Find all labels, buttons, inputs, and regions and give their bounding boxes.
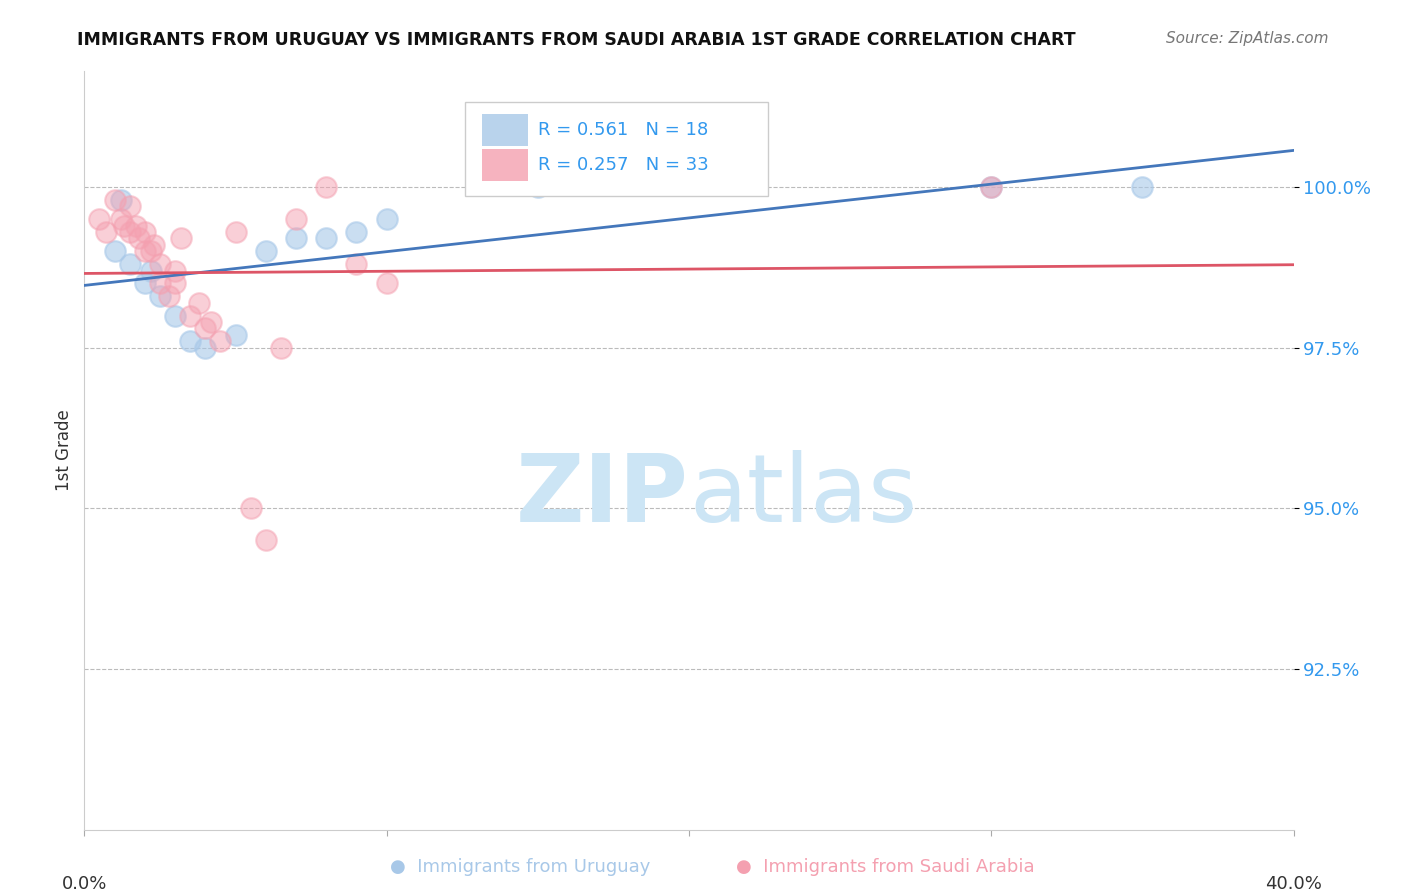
Text: IMMIGRANTS FROM URUGUAY VS IMMIGRANTS FROM SAUDI ARABIA 1ST GRADE CORRELATION CH: IMMIGRANTS FROM URUGUAY VS IMMIGRANTS FR… bbox=[77, 31, 1076, 49]
Point bbox=[149, 289, 172, 303]
Point bbox=[165, 277, 187, 291]
Point bbox=[194, 321, 217, 335]
Point bbox=[188, 295, 211, 310]
Point bbox=[375, 212, 398, 227]
Point bbox=[527, 180, 550, 194]
Point bbox=[194, 341, 217, 355]
Text: 40.0%: 40.0% bbox=[1265, 874, 1322, 892]
Point bbox=[139, 244, 162, 259]
Text: 0.0%: 0.0% bbox=[62, 874, 107, 892]
Point bbox=[128, 231, 150, 245]
Point bbox=[285, 212, 308, 227]
Point bbox=[142, 237, 165, 252]
FancyBboxPatch shape bbox=[482, 150, 529, 181]
Point bbox=[346, 225, 368, 239]
Point bbox=[165, 263, 187, 277]
Point bbox=[225, 327, 247, 342]
Point bbox=[170, 231, 193, 245]
Point bbox=[134, 225, 156, 239]
Text: atlas: atlas bbox=[689, 450, 917, 542]
Point bbox=[980, 180, 1002, 194]
Point bbox=[110, 193, 132, 207]
FancyBboxPatch shape bbox=[465, 102, 768, 196]
Point bbox=[346, 257, 368, 271]
Point bbox=[94, 225, 117, 239]
Point bbox=[315, 180, 337, 194]
Point bbox=[112, 219, 135, 233]
Point bbox=[134, 277, 156, 291]
Point bbox=[315, 231, 337, 245]
Point bbox=[89, 212, 111, 227]
Text: ●  Immigrants from Saudi Arabia: ● Immigrants from Saudi Arabia bbox=[737, 858, 1035, 876]
Text: ●  Immigrants from Uruguay: ● Immigrants from Uruguay bbox=[389, 858, 651, 876]
Text: R = 0.561   N = 18: R = 0.561 N = 18 bbox=[538, 120, 709, 139]
Point bbox=[157, 289, 180, 303]
Point bbox=[104, 193, 127, 207]
Point bbox=[179, 334, 201, 349]
Point bbox=[149, 257, 172, 271]
Point bbox=[134, 244, 156, 259]
Point bbox=[285, 231, 308, 245]
Y-axis label: 1st Grade: 1st Grade bbox=[55, 409, 73, 491]
Point bbox=[239, 501, 262, 516]
Point bbox=[225, 225, 247, 239]
Point bbox=[110, 212, 132, 227]
Text: Source: ZipAtlas.com: Source: ZipAtlas.com bbox=[1166, 31, 1329, 46]
Point bbox=[270, 341, 292, 355]
Point bbox=[254, 533, 277, 548]
FancyBboxPatch shape bbox=[482, 114, 529, 145]
Point bbox=[139, 263, 162, 277]
Text: ZIP: ZIP bbox=[516, 450, 689, 542]
Point bbox=[1132, 180, 1154, 194]
Point bbox=[375, 277, 398, 291]
Point bbox=[209, 334, 232, 349]
Text: R = 0.257   N = 33: R = 0.257 N = 33 bbox=[538, 156, 709, 174]
Point bbox=[179, 309, 201, 323]
Point bbox=[118, 257, 141, 271]
Point bbox=[149, 277, 172, 291]
Point bbox=[980, 180, 1002, 194]
Point bbox=[200, 315, 222, 329]
Point bbox=[165, 309, 187, 323]
Point bbox=[125, 219, 148, 233]
Point bbox=[118, 199, 141, 213]
Point bbox=[104, 244, 127, 259]
Point bbox=[118, 225, 141, 239]
Point bbox=[254, 244, 277, 259]
